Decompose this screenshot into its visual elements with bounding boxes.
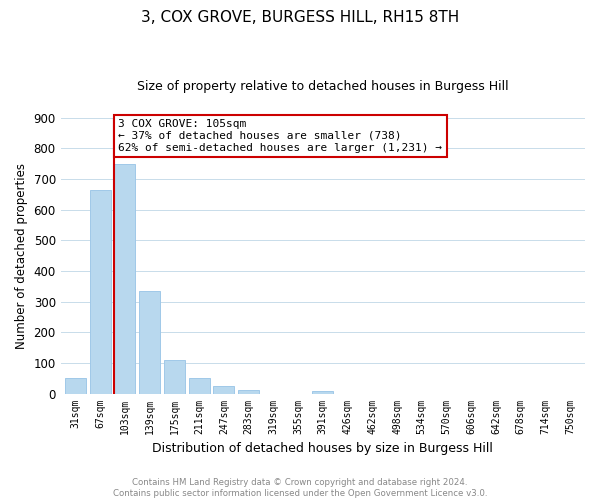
Text: Contains HM Land Registry data © Crown copyright and database right 2024.
Contai: Contains HM Land Registry data © Crown c… xyxy=(113,478,487,498)
X-axis label: Distribution of detached houses by size in Burgess Hill: Distribution of detached houses by size … xyxy=(152,442,493,455)
Text: 3 COX GROVE: 105sqm
← 37% of detached houses are smaller (738)
62% of semi-detac: 3 COX GROVE: 105sqm ← 37% of detached ho… xyxy=(118,120,442,152)
Text: 3, COX GROVE, BURGESS HILL, RH15 8TH: 3, COX GROVE, BURGESS HILL, RH15 8TH xyxy=(141,10,459,25)
Title: Size of property relative to detached houses in Burgess Hill: Size of property relative to detached ho… xyxy=(137,80,509,93)
Bar xyxy=(115,164,136,394)
Y-axis label: Number of detached properties: Number of detached properties xyxy=(15,162,28,348)
Bar xyxy=(65,378,86,394)
Bar xyxy=(238,390,259,394)
Bar xyxy=(90,190,111,394)
Bar xyxy=(188,378,209,394)
Bar xyxy=(164,360,185,394)
Bar xyxy=(313,391,334,394)
Bar xyxy=(214,386,235,394)
Bar xyxy=(139,291,160,394)
